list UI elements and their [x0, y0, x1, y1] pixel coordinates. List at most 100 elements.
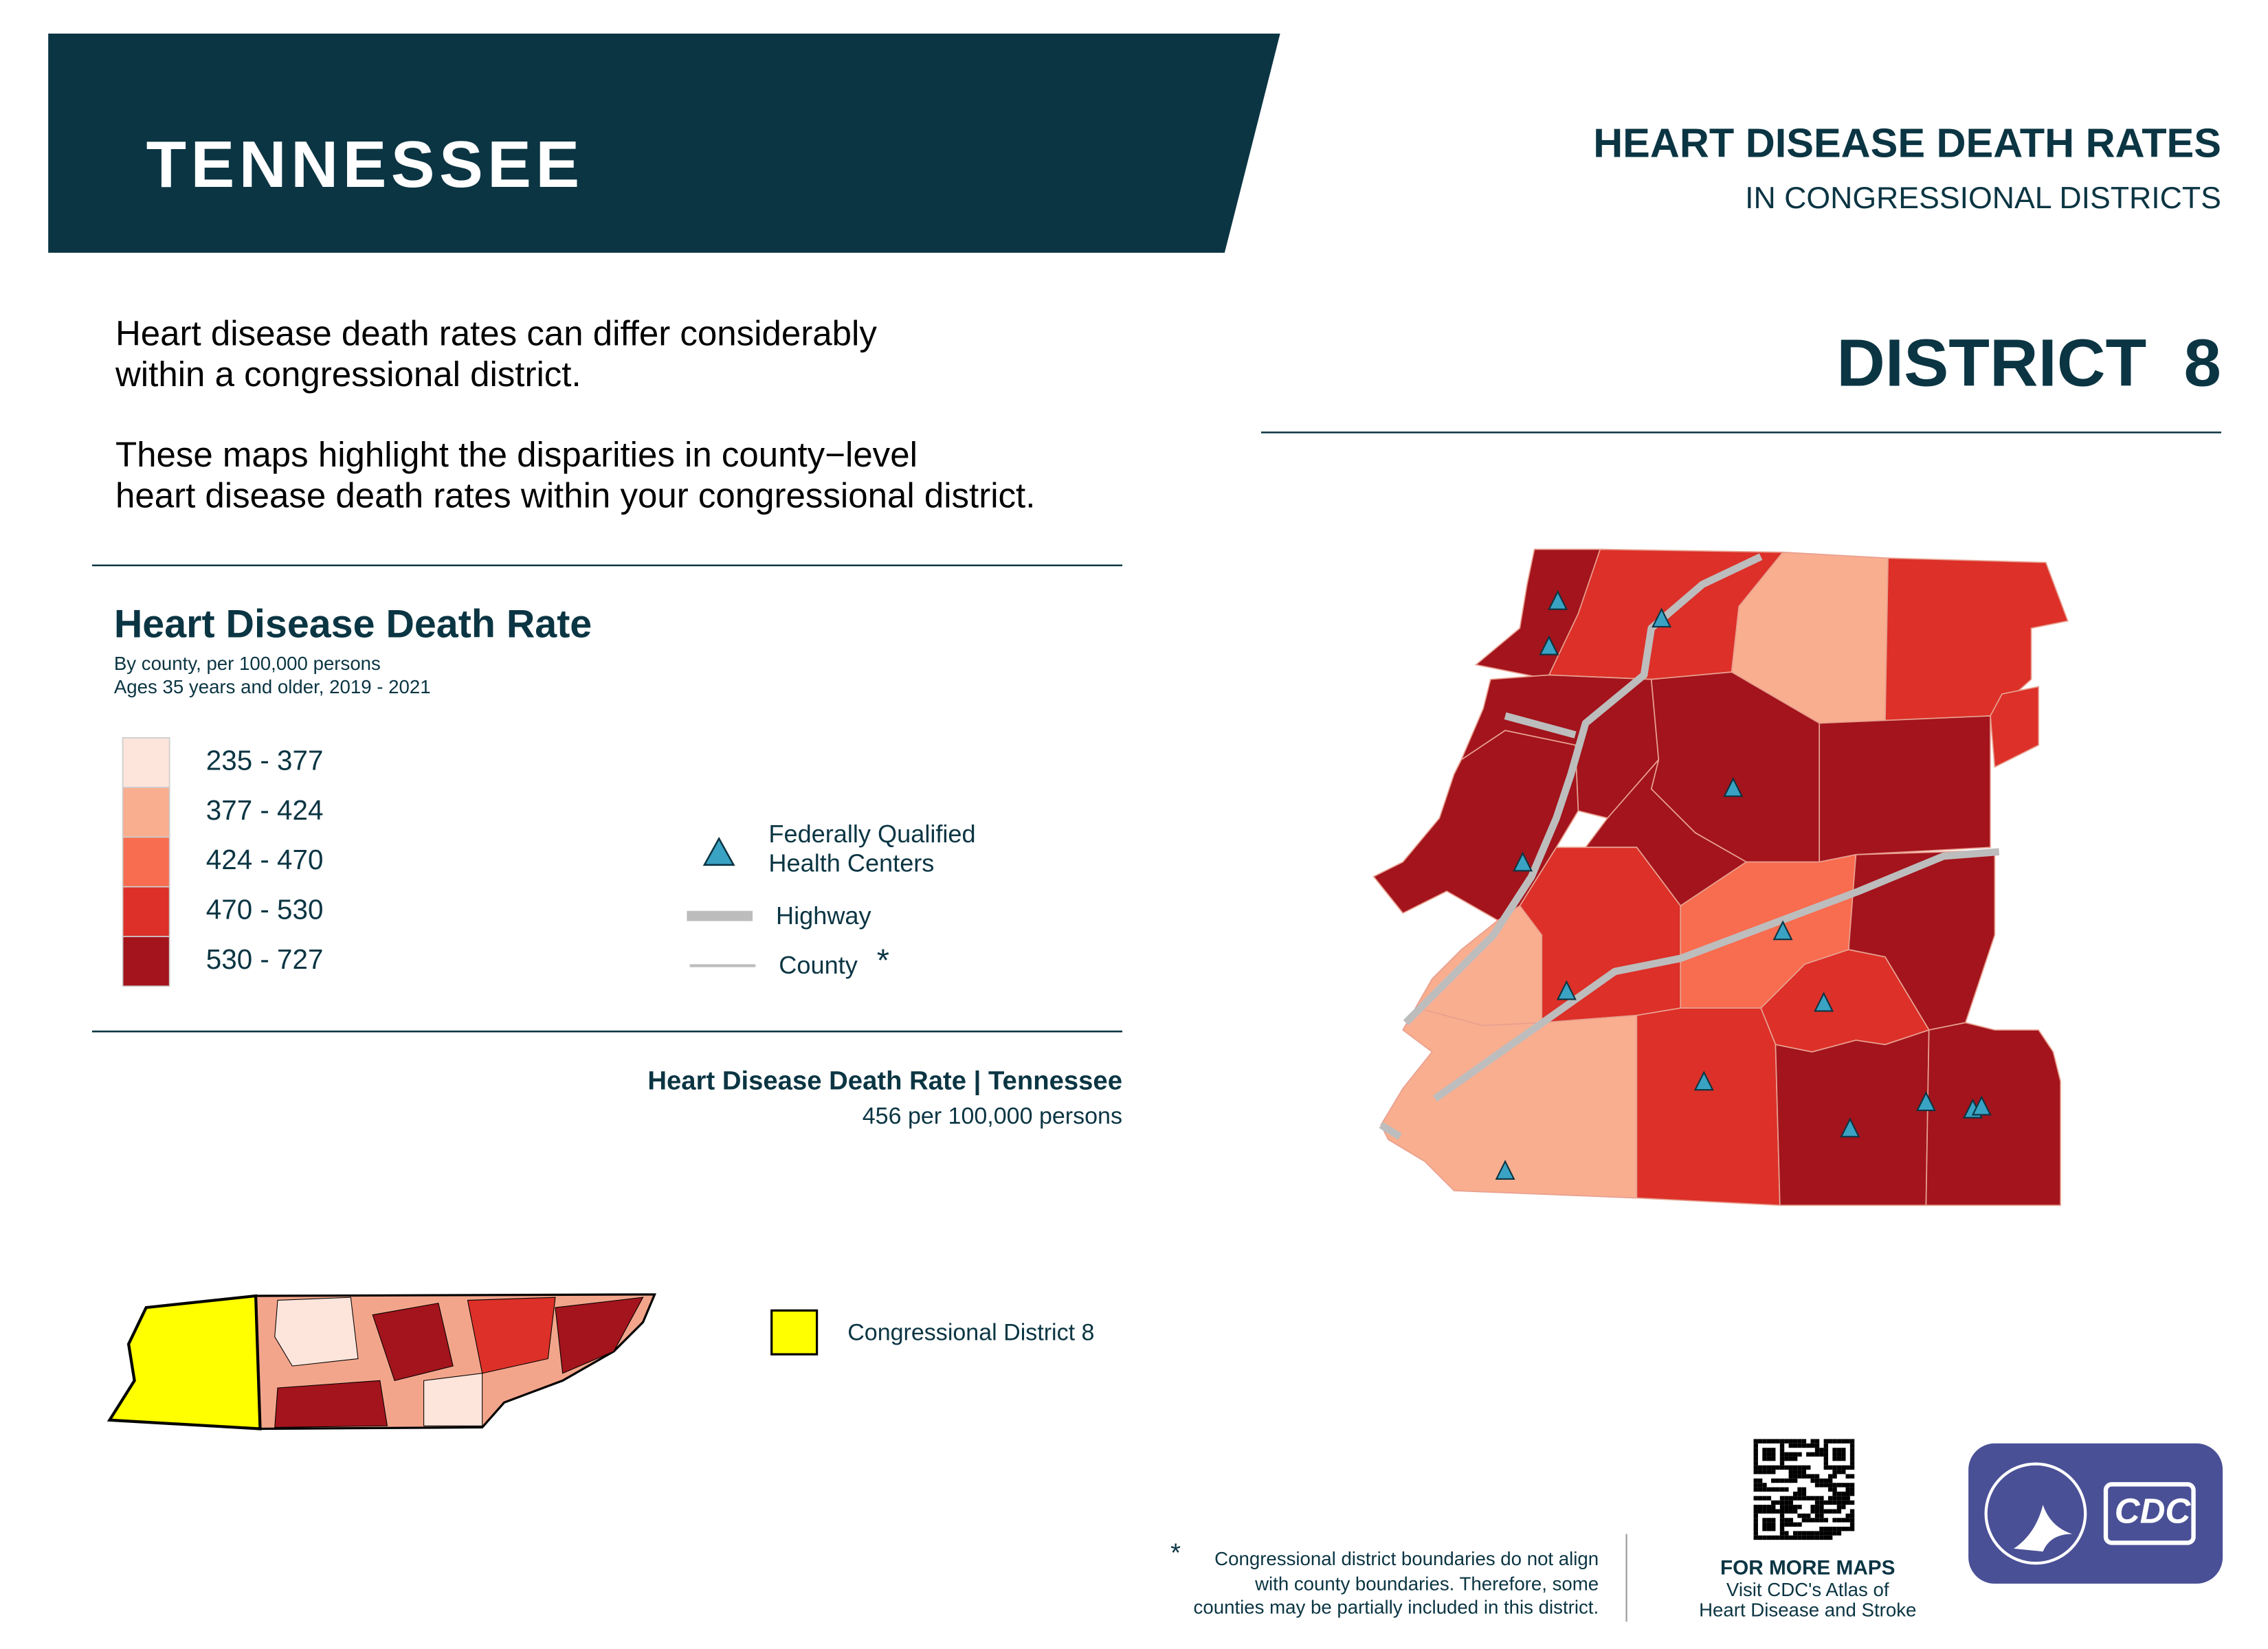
qr-module	[1819, 1518, 1824, 1523]
qr-module	[1841, 1491, 1846, 1496]
qr-module	[1819, 1448, 1824, 1452]
qr-module	[1792, 1439, 1798, 1444]
qr-module	[1779, 1443, 1785, 1448]
qr-module	[1841, 1448, 1846, 1452]
fqhc-point	[1539, 635, 1559, 655]
qr-module	[1779, 1531, 1785, 1536]
qr-module	[1771, 1487, 1776, 1492]
qr-module	[1762, 1439, 1767, 1444]
state-rate-label: Heart Disease Death Rate | Tennessee	[647, 1066, 1122, 1096]
more-maps-title: FOR MORE MAPS	[1720, 1557, 1895, 1580]
qr-module	[1753, 1470, 1758, 1474]
more-maps-text: Heart Disease and Stroke	[1699, 1600, 1916, 1621]
qr-module	[1849, 1483, 1855, 1488]
qr-module	[1775, 1535, 1780, 1540]
qr-module	[1797, 1465, 1802, 1470]
qr-module	[1823, 1483, 1828, 1488]
qr-module	[1827, 1527, 1833, 1532]
qr-module	[1832, 1487, 1837, 1492]
qr-module	[1753, 1478, 1758, 1483]
qr-module	[1797, 1474, 1802, 1479]
qr-module	[1762, 1535, 1767, 1540]
qr-module	[1819, 1513, 1824, 1518]
qr-module	[1766, 1496, 1772, 1501]
qr-module	[1779, 1456, 1785, 1461]
qr-module	[1792, 1509, 1798, 1514]
qr-module	[1836, 1509, 1842, 1514]
qr-module	[1801, 1535, 1807, 1540]
qr-module	[1819, 1527, 1824, 1532]
more-maps-text: Visit CDC's Atlas of	[1726, 1579, 1889, 1600]
qr-module	[1766, 1439, 1772, 1444]
qr-module	[1806, 1531, 1811, 1536]
legend-swatch	[122, 836, 170, 888]
qr-module	[1797, 1496, 1802, 1501]
footnote-marker: *	[1170, 1538, 1181, 1568]
legend-label: County	[779, 951, 857, 979]
qr-module	[1845, 1500, 1850, 1505]
qr-module	[1775, 1478, 1780, 1483]
qr-module	[1779, 1509, 1785, 1514]
qr-module	[1797, 1522, 1802, 1527]
qr-module	[1801, 1470, 1807, 1474]
qr-module	[1784, 1439, 1789, 1444]
qr-module	[1806, 1474, 1811, 1479]
qr-module	[1753, 1483, 1758, 1488]
qr-module	[1779, 1522, 1785, 1527]
qr-module	[1801, 1443, 1807, 1448]
qr-module	[1753, 1535, 1758, 1540]
qr-module	[1797, 1439, 1802, 1444]
qr-module	[1771, 1527, 1776, 1532]
qr-module	[1810, 1509, 1815, 1514]
legend-label: Federally Qualified	[768, 820, 975, 848]
qr-module	[1753, 1452, 1758, 1457]
intro-text: within a congressional district.	[115, 355, 581, 394]
qr-module	[1766, 1505, 1772, 1510]
qr-module	[1827, 1478, 1833, 1483]
qr-module	[1762, 1518, 1767, 1523]
qr-module	[1753, 1496, 1758, 1501]
qr-module	[1788, 1478, 1793, 1483]
qr-module	[1836, 1496, 1842, 1501]
qr-module	[1814, 1505, 1820, 1510]
qr-module	[1771, 1509, 1776, 1514]
qr-module	[1797, 1443, 1802, 1448]
qr-module	[1792, 1496, 1798, 1501]
qr-module	[1810, 1531, 1815, 1536]
qr-module	[1823, 1518, 1828, 1523]
qr-module	[1766, 1522, 1772, 1527]
qr-module	[1779, 1448, 1785, 1452]
qr-module	[1801, 1487, 1807, 1492]
qr-module	[1814, 1452, 1820, 1457]
qr-module	[1814, 1478, 1820, 1483]
qr-module	[1779, 1505, 1785, 1510]
qr-module	[1762, 1527, 1767, 1532]
fqhc-point	[1513, 851, 1533, 872]
qr-module	[1836, 1448, 1842, 1452]
qr-module	[1784, 1531, 1789, 1536]
legend-label: 377 - 424	[206, 794, 324, 826]
district: DISTRICT 8	[1836, 325, 2221, 401]
qr-module	[1832, 1465, 1837, 1470]
qr-module	[1836, 1456, 1842, 1461]
qr-module	[1792, 1505, 1798, 1510]
qr-module	[1832, 1509, 1837, 1514]
qr-module	[1836, 1518, 1842, 1523]
footnote: Congressional district boundaries do not…	[1214, 1548, 1599, 1569]
qr-module	[1757, 1487, 1763, 1492]
qr-module	[1849, 1474, 1855, 1479]
qr-module	[1779, 1487, 1785, 1492]
qr-module	[1757, 1505, 1763, 1510]
inset-legend-swatch	[770, 1309, 819, 1356]
fqhc-point	[1723, 776, 1744, 797]
qr-module	[1806, 1535, 1811, 1540]
qr-module	[1823, 1527, 1828, 1532]
qr-module	[1766, 1518, 1772, 1523]
footnote: with county boundaries. Therefore, some	[1254, 1573, 1599, 1594]
qr-module	[1784, 1487, 1789, 1492]
qr-module	[1819, 1505, 1824, 1510]
qr-module	[1797, 1535, 1802, 1540]
qr-module	[1832, 1483, 1837, 1488]
qr-module	[1762, 1505, 1767, 1510]
fqhc-point	[1971, 1095, 1992, 1116]
